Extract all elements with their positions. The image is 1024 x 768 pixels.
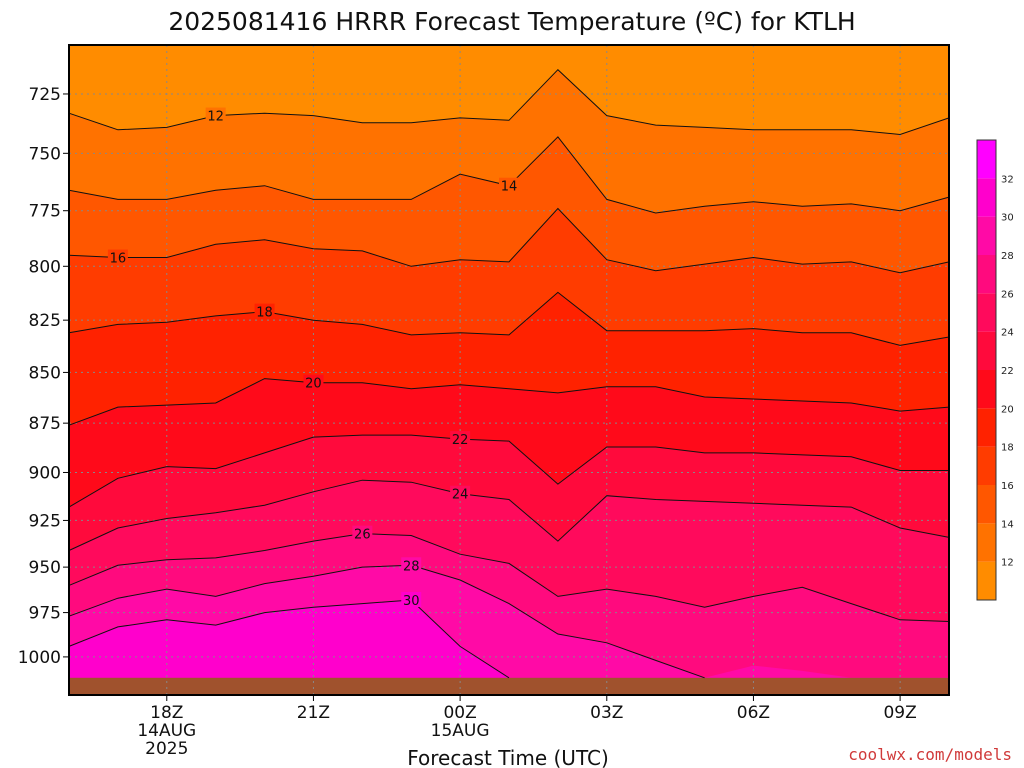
isotherm-label-bg-30 <box>401 591 422 607</box>
colorbar-tick-18: 18 <box>1001 443 1014 454</box>
y-tick-label-925: 925 <box>29 511 61 531</box>
y-tick-label-725: 725 <box>29 85 61 105</box>
x-tick-label-30-0: 06Z <box>737 703 770 723</box>
colorbar-tick-20: 20 <box>1001 404 1014 415</box>
chart-title: 2025081416 HRRR Forecast Temperature (ºC… <box>168 7 855 36</box>
y-tick-label-875: 875 <box>29 414 61 434</box>
isotherm-28 <box>68 564 705 679</box>
x-tick-label-18-1: 14AUG <box>137 721 196 741</box>
isotherm-label-bg-16 <box>107 249 128 265</box>
isotherm-label-30: 30 <box>403 594 420 609</box>
y-tick-label-825: 825 <box>29 311 61 331</box>
y-tick-label-775: 775 <box>29 202 61 222</box>
colorbar-segment-10 <box>977 561 996 600</box>
colorbar-segment-26 <box>977 255 996 294</box>
y-tick-label-900: 900 <box>29 463 61 483</box>
isotherm-label-bg-22 <box>450 431 471 447</box>
y-tick-label-800: 800 <box>29 257 61 277</box>
colorbar-segment-22 <box>977 331 996 370</box>
colorbar-tick-22: 22 <box>1001 366 1014 377</box>
colorbar-tick-26: 26 <box>1001 289 1014 300</box>
colorbar: 12 14 16 18 20 22 24 26 28 30 32 <box>976 139 1014 601</box>
axes: 725 750 775 800 825 850 875 900 925 950 975 1000 18Z… <box>18 44 950 759</box>
x-axis-label: Forecast Time (UTC) <box>407 746 609 768</box>
isotherm-22 <box>68 434 949 508</box>
colorbar-tick-30: 30 <box>1001 213 1014 224</box>
isotherm-26 <box>68 533 950 622</box>
colorbar-segment-30 <box>977 178 996 217</box>
y-tick-label-975: 975 <box>29 604 61 624</box>
isotherm-label-26: 26 <box>354 528 371 543</box>
x-tick-label-18-0: 18Z <box>150 703 183 723</box>
isotherm-30 <box>68 599 510 679</box>
plot-area: 12 14 16 18 20 22 24 26 28 30 <box>68 45 950 695</box>
colorbar-segment-32 <box>977 140 996 179</box>
isotherm-label-24: 24 <box>452 488 469 503</box>
plot-frame <box>68 44 950 696</box>
y-tick-label-850: 850 <box>29 363 61 383</box>
x-tick-label-18-2: 2025 <box>145 739 188 759</box>
colorbar-tick-24: 24 <box>1001 328 1014 339</box>
x-tick-label-24-1: 15AUG <box>431 721 490 741</box>
credit-link[interactable]: coolwx.com/models <box>848 745 1012 764</box>
isotherm-label-bg-26 <box>352 525 373 541</box>
isotherm-label-bg-12 <box>205 107 226 123</box>
colorbar-segment-14 <box>977 485 996 524</box>
colorbar-segment-12 <box>977 523 996 562</box>
y-tick-label-950: 950 <box>29 558 61 578</box>
isotherm-16 <box>68 207 950 274</box>
ground-strip <box>69 677 949 695</box>
isotherm-label-20: 20 <box>305 377 322 392</box>
isotherm-label-bg-28 <box>401 557 422 573</box>
x-tick-label-33-0: 09Z <box>883 703 916 723</box>
x-tick-label-27-0: 03Z <box>590 703 623 723</box>
colorbar-tick-16: 16 <box>1001 481 1014 492</box>
colorbar-frame <box>976 139 997 601</box>
isotherm-label-12: 12 <box>207 110 224 125</box>
isotherm-24 <box>68 479 950 551</box>
colorbar-tick-32: 32 <box>1001 174 1014 185</box>
colorbar-tick-28: 28 <box>1001 251 1014 262</box>
isotherm-20 <box>68 378 950 426</box>
isotherm-label-14: 14 <box>501 180 518 195</box>
y-tick-label-750: 750 <box>29 144 61 164</box>
x-tick-label-21-0: 21Z <box>297 703 330 723</box>
colorbar-segment-24 <box>977 293 996 332</box>
colorbar-segment-20 <box>977 370 996 409</box>
x-tick-label-24-0: 00Z <box>443 703 476 723</box>
colorbar-segment-18 <box>977 408 996 447</box>
isotherm-18 <box>68 291 950 346</box>
isotherm-label-16: 16 <box>110 252 127 267</box>
y-tick-label-1000: 1000 <box>18 648 61 668</box>
colorbar-tick-14: 14 <box>1001 519 1014 530</box>
isotherm-label-bg-24 <box>450 485 471 501</box>
isotherm-label-18: 18 <box>256 306 273 321</box>
isotherm-label-bg-18 <box>254 303 275 319</box>
isotherm-label-bg-14 <box>499 177 519 193</box>
colorbar-segment-16 <box>977 446 996 485</box>
isotherm-label-22: 22 <box>452 433 469 448</box>
band-above-30 <box>69 600 949 695</box>
colorbar-tick-12: 12 <box>1001 558 1014 569</box>
isotherm-label-28: 28 <box>403 559 420 574</box>
isotherm-label-bg-20 <box>303 374 324 390</box>
colorbar-segment-28 <box>977 216 996 255</box>
